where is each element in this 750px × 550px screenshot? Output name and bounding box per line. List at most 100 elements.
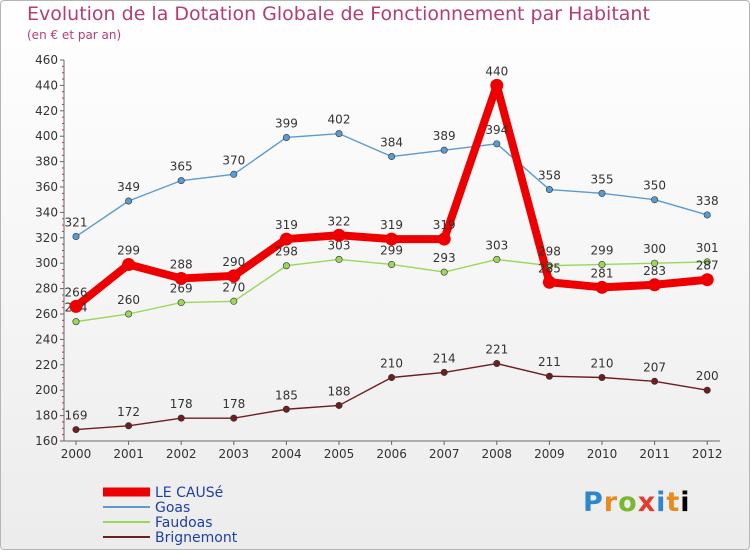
y-tick-label: 300 — [35, 256, 58, 270]
data-point — [72, 426, 80, 434]
data-label: 322 — [328, 214, 351, 228]
data-point — [332, 228, 346, 242]
y-tick-label: 380 — [35, 155, 58, 169]
legend-label: Brignemont — [155, 530, 238, 546]
data-label: 300 — [643, 242, 666, 256]
data-label: 402 — [328, 113, 351, 127]
data-label: 207 — [643, 360, 666, 374]
data-point — [493, 255, 501, 263]
y-tick-label: 460 — [35, 53, 58, 67]
y-tick-label: 420 — [35, 104, 58, 118]
data-point — [72, 318, 80, 326]
data-point — [230, 170, 238, 178]
data-point — [388, 153, 396, 161]
data-point — [493, 140, 501, 148]
data-label: 200 — [696, 369, 719, 383]
y-tick-label: 180 — [35, 409, 58, 423]
data-point — [177, 414, 185, 422]
legend-label: Faudoas — [155, 515, 213, 531]
data-point — [700, 273, 714, 287]
data-point — [122, 257, 136, 271]
data-label: 169 — [65, 409, 88, 423]
data-label: 281 — [591, 266, 614, 280]
data-point — [335, 255, 343, 263]
chart-title: Evolution de la Dotation Globale de Fonc… — [27, 3, 650, 25]
x-tick-label: 2002 — [166, 447, 197, 461]
y-tick-label: 440 — [35, 78, 58, 92]
data-point — [595, 280, 609, 294]
data-label: 210 — [380, 357, 403, 371]
data-label: 321 — [65, 216, 88, 230]
data-point — [335, 401, 343, 409]
data-point — [651, 377, 659, 385]
x-tick-label: 2003 — [219, 447, 250, 461]
data-point — [440, 146, 448, 154]
data-label: 399 — [275, 116, 298, 130]
data-label: 283 — [643, 264, 666, 278]
y-tick-label: 340 — [35, 205, 58, 219]
data-point — [69, 299, 83, 313]
x-tick-label: 2006 — [376, 447, 407, 461]
data-point — [279, 232, 293, 246]
data-label: 260 — [117, 293, 140, 307]
data-point — [545, 372, 553, 380]
data-label: 185 — [275, 388, 298, 402]
data-point — [177, 299, 185, 307]
data-label: 288 — [170, 257, 193, 271]
proxiti-logo: Proxiti — [583, 487, 691, 518]
x-tick-label: 2009 — [534, 447, 565, 461]
data-point — [125, 197, 133, 205]
data-point — [598, 189, 606, 197]
data-point — [230, 414, 238, 422]
data-point — [174, 271, 188, 285]
data-point — [125, 422, 133, 430]
data-point — [545, 186, 553, 194]
data-point — [437, 232, 451, 246]
legend-label: Goas — [155, 500, 190, 516]
y-tick-label: 360 — [35, 180, 58, 194]
data-point — [177, 177, 185, 185]
data-label: 303 — [485, 238, 508, 252]
data-label: 293 — [433, 251, 456, 265]
data-label: 301 — [696, 241, 719, 255]
data-label: 319 — [275, 218, 298, 232]
legend-label: LE CAUSé — [155, 485, 223, 501]
chart-subtitle: (en € et par an) — [27, 28, 122, 42]
data-point — [651, 259, 659, 267]
x-tick-label: 2001 — [113, 447, 144, 461]
data-point — [227, 269, 241, 283]
data-label: 285 — [538, 261, 561, 275]
y-tick-label: 320 — [35, 231, 58, 245]
data-label: 303 — [328, 238, 351, 252]
data-label: 319 — [380, 218, 403, 232]
data-label: 319 — [433, 218, 456, 232]
y-tick-label: 280 — [35, 282, 58, 296]
y-tick-label: 200 — [35, 383, 58, 397]
data-point — [440, 268, 448, 276]
data-label: 178 — [222, 397, 245, 411]
data-label: 338 — [696, 194, 719, 208]
data-point — [490, 78, 504, 92]
data-point — [598, 260, 606, 268]
data-label: 384 — [380, 136, 403, 150]
y-tick-label: 240 — [35, 332, 58, 346]
x-tick-label: 2008 — [482, 447, 513, 461]
data-label: 389 — [433, 129, 456, 143]
data-point — [388, 373, 396, 381]
data-label: 172 — [117, 405, 140, 419]
data-point — [493, 360, 501, 368]
data-label: 188 — [328, 384, 351, 398]
x-tick-label: 2007 — [429, 447, 460, 461]
x-tick-label: 2005 — [324, 447, 355, 461]
data-label: 358 — [538, 169, 561, 183]
data-label: 299 — [591, 243, 614, 257]
x-tick-label: 2011 — [639, 447, 670, 461]
data-point — [282, 405, 290, 413]
y-tick-label: 260 — [35, 307, 58, 321]
data-label: 290 — [222, 255, 245, 269]
data-label: 266 — [65, 285, 88, 299]
data-point — [542, 275, 556, 289]
data-point — [385, 232, 399, 246]
data-label: 349 — [117, 180, 140, 194]
